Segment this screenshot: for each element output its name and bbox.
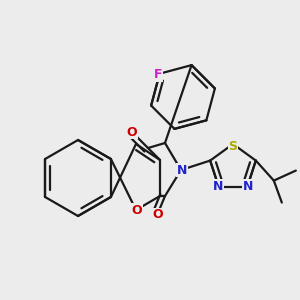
- Text: N: N: [213, 180, 223, 193]
- Text: F: F: [153, 68, 162, 81]
- Polygon shape: [111, 144, 160, 210]
- Text: O: O: [153, 208, 163, 221]
- Polygon shape: [210, 144, 256, 188]
- Polygon shape: [148, 143, 181, 196]
- Text: O: O: [132, 203, 142, 217]
- Polygon shape: [45, 140, 111, 216]
- Polygon shape: [151, 65, 215, 129]
- Text: O: O: [127, 125, 137, 139]
- Text: N: N: [243, 180, 253, 193]
- Text: N: N: [177, 164, 187, 176]
- Text: S: S: [229, 140, 238, 152]
